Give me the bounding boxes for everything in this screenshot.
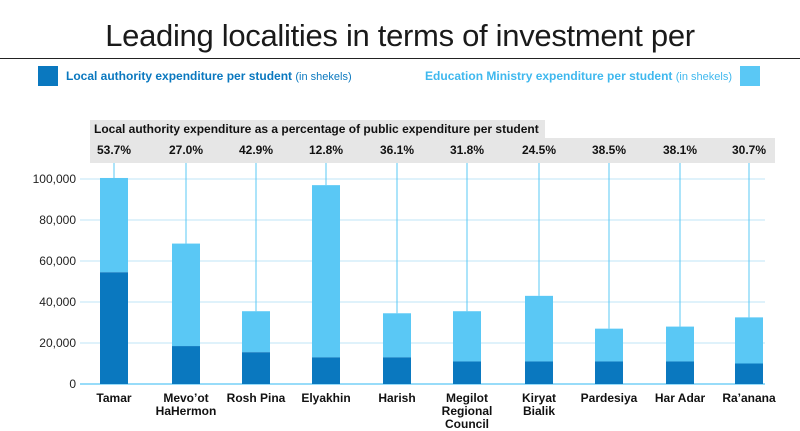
bar-local xyxy=(100,272,128,384)
percentage-header: Local authority expenditure as a percent… xyxy=(94,122,539,136)
y-tick-label: 100,000 xyxy=(32,172,76,186)
chart-title: Leading localities in terms of investmen… xyxy=(105,18,695,53)
x-category-label: Elyakhin xyxy=(301,391,351,405)
x-category-label: Tamar xyxy=(96,391,132,405)
title-divider xyxy=(0,58,800,59)
bar-local xyxy=(312,357,340,384)
legend-ministry-note: (in shekels) xyxy=(675,71,732,83)
bar-local xyxy=(242,352,270,384)
bar-ministry xyxy=(666,326,694,362)
x-category-label: Rosh Pina xyxy=(226,391,286,405)
percentage-band xyxy=(90,138,775,163)
percentage-value: 31.8% xyxy=(449,143,485,157)
legend-swatch-ministry xyxy=(740,66,760,86)
x-category-label: Pardesiya xyxy=(580,391,638,405)
x-category-label: Mevo’ot HaHermon xyxy=(155,391,217,418)
bar-ministry xyxy=(312,185,340,358)
bar-ministry xyxy=(735,317,763,364)
y-tick-label: 80,000 xyxy=(39,213,76,227)
percentage-value: 38.1% xyxy=(662,143,698,157)
legend-local-note: (in shekels) xyxy=(295,71,352,83)
bar-local xyxy=(383,357,411,384)
bar-ministry xyxy=(595,328,623,362)
x-category-label: Kiryat Bialik xyxy=(521,391,556,418)
bar-local xyxy=(595,361,623,384)
bar-local xyxy=(525,361,553,384)
legend-ministry-text: Education Ministry expenditure per stude… xyxy=(425,69,673,83)
x-category-label: Megilot Regional Council xyxy=(441,391,493,431)
x-category-label: Ra’anana xyxy=(722,391,776,405)
bar-ministry xyxy=(453,311,481,362)
percentage-header-box: Local authority expenditure as a percent… xyxy=(90,120,545,138)
percentage-value: 12.8% xyxy=(308,143,344,157)
bar-local xyxy=(453,361,481,384)
bar-ministry xyxy=(100,177,128,273)
bar-local xyxy=(735,363,763,384)
x-category-label: Har Adar xyxy=(654,391,706,405)
bar-ministry xyxy=(172,243,200,347)
percentage-value: 24.5% xyxy=(521,143,557,157)
percentage-value: 27.0% xyxy=(168,143,204,157)
bar-ministry xyxy=(242,311,270,353)
legend: Local authority expenditure per student … xyxy=(0,66,800,92)
legend-label-local: Local authority expenditure per student … xyxy=(66,69,352,83)
y-tick-label: 60,000 xyxy=(39,254,76,268)
bar-ministry xyxy=(525,295,553,362)
legend-local-text: Local authority expenditure per student xyxy=(66,69,293,83)
percentage-value: 38.5% xyxy=(591,143,627,157)
legend-label-ministry: Education Ministry expenditure per stude… xyxy=(425,69,732,83)
percentage-value: 53.7% xyxy=(96,143,132,157)
bar-local xyxy=(172,346,200,384)
x-category-label: Harish xyxy=(378,391,416,405)
percentage-value: 42.9% xyxy=(238,143,274,157)
bar-ministry xyxy=(383,313,411,358)
legend-swatch-local xyxy=(38,66,58,86)
percentage-value: 36.1% xyxy=(379,143,415,157)
percentage-value: 30.7% xyxy=(731,143,767,157)
bar-local xyxy=(666,361,694,384)
y-tick-label: 40,000 xyxy=(39,295,76,309)
y-tick-label: 20,000 xyxy=(39,336,76,350)
y-tick-label: 0 xyxy=(69,377,76,391)
